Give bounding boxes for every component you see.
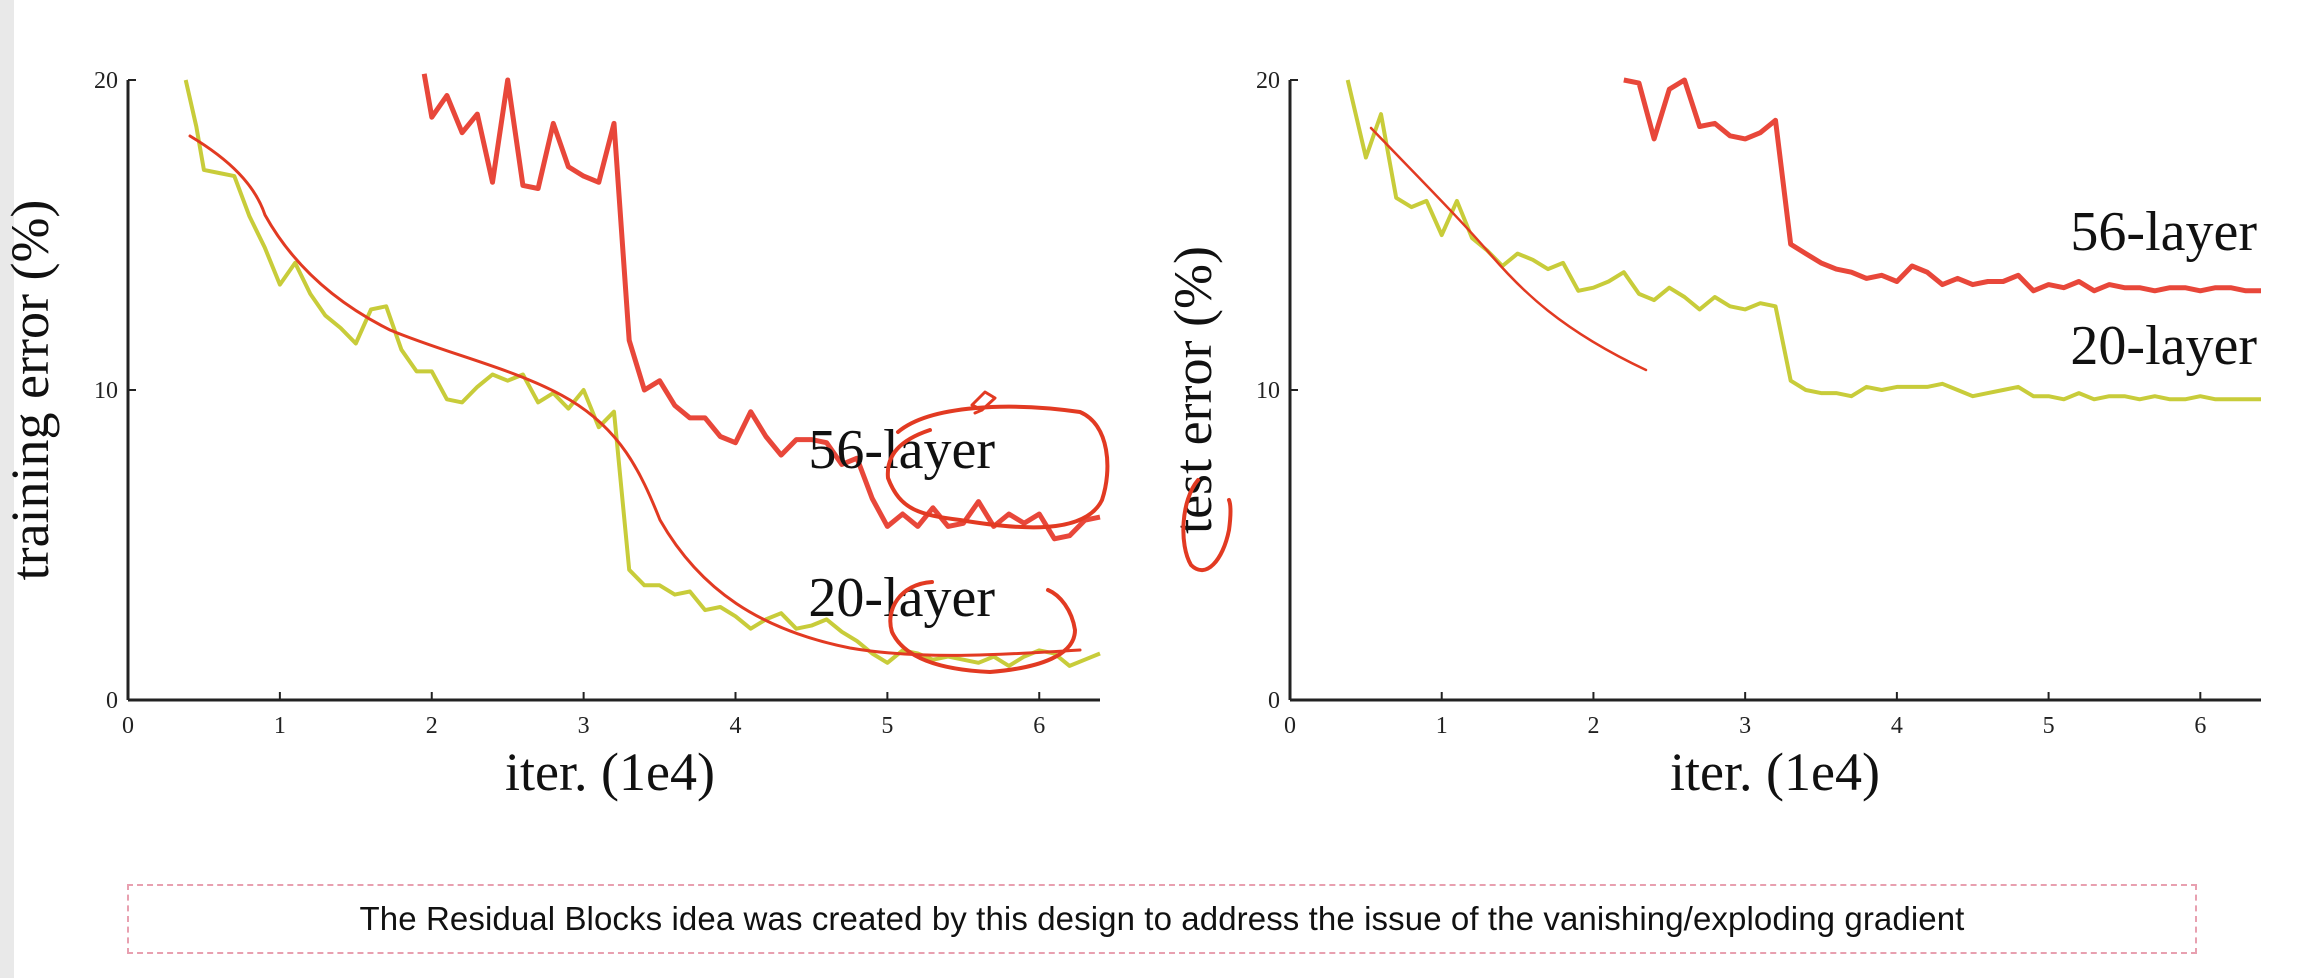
x-tick-label: 4	[1891, 713, 1903, 739]
y-tick-label: 10	[94, 378, 118, 404]
test-legend-56-layer: 56-layer	[2070, 201, 2257, 263]
x-tick-label: 4	[730, 713, 742, 739]
training-error-chart: 0 1 2 3 4 5 6 0 10 20 iter. (1e4) training error (%…	[0, 68, 1110, 802]
x-tick-label: 1	[274, 713, 286, 739]
x-tick-label: 2	[426, 713, 438, 739]
ink-circle-56-layer	[885, 404, 1110, 530]
x-tick-label: 0	[122, 713, 134, 739]
x-tick-label: 0	[1284, 713, 1296, 739]
test-legend-20-layer: 20-layer	[2070, 315, 2257, 377]
train-series-56-layer-line	[421, 73, 1101, 542]
y-tick-label: 20	[1256, 68, 1280, 94]
ink-trend-line-test	[1369, 126, 1648, 372]
x-axis-title: iter. (1e4)	[1670, 742, 1880, 802]
y-axis-title: training error (%)	[0, 200, 60, 581]
left-edge-strip	[0, 0, 14, 978]
ink-trend-curve-training	[188, 134, 1082, 657]
x-tick-label: 6	[2194, 713, 2206, 739]
x-tick-label: 5	[881, 713, 893, 739]
y-tick-label: 0	[106, 688, 118, 714]
pen-cursor-icon	[970, 390, 997, 415]
train-series-20-layer-line	[183, 79, 1101, 668]
x-tick-label: 6	[1033, 713, 1045, 739]
x-tick-label: 5	[2043, 713, 2055, 739]
caption-box: The Residual Blocks idea was created by …	[127, 884, 2197, 954]
test-series-56-layer-line	[1623, 77, 2261, 294]
ink-circle-20-layer	[888, 580, 1077, 674]
x-tick-label: 3	[1739, 713, 1751, 739]
x-tick-label: 1	[1436, 713, 1448, 739]
ink-circle-test-label	[1181, 478, 1233, 573]
x-tick-label: 3	[578, 713, 590, 739]
test-series-20-layer-line	[1345, 79, 2261, 402]
train-legend-20-layer: 20-layer	[808, 567, 995, 629]
x-axis-title: iter. (1e4)	[505, 742, 715, 802]
caption-text: The Residual Blocks idea was created by …	[359, 900, 1965, 937]
y-tick-label: 0	[1268, 688, 1280, 714]
x-tick-label: 2	[1587, 713, 1599, 739]
y-tick-label: 10	[1256, 378, 1280, 404]
y-tick-label: 20	[94, 68, 118, 94]
